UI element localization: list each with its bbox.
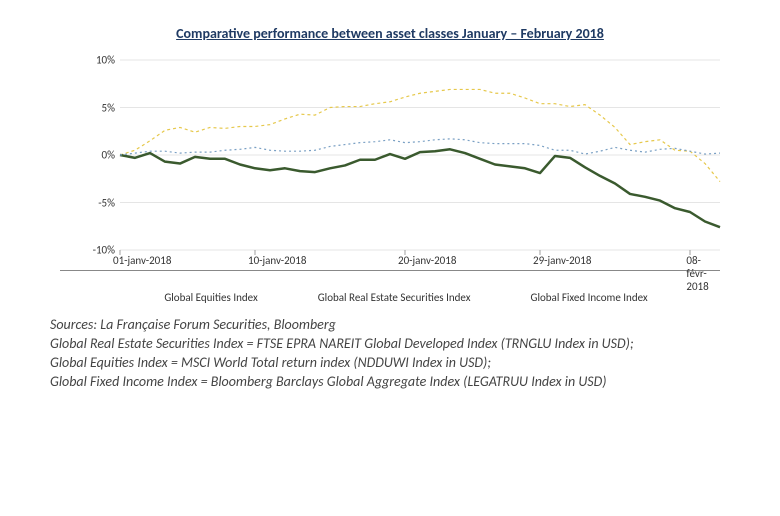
legend-label-equities: Global Equities Index xyxy=(164,291,257,304)
chart-title: Comparative performance between asset cl… xyxy=(50,25,730,42)
x-axis-label: 10-janv-2018 xyxy=(248,254,306,267)
chart-svg xyxy=(120,60,720,250)
legend: Global Equities Index Global Real Estate… xyxy=(60,291,720,304)
chart-region: 10%5%0%-5%-10%01-janv-201810-janv-201820… xyxy=(60,60,720,304)
chart-area: 10%5%0%-5%-10%01-janv-201810-janv-201820… xyxy=(60,60,720,271)
y-axis-label: -10% xyxy=(60,244,115,257)
y-axis-label: -5% xyxy=(60,196,115,209)
plot-area xyxy=(120,60,720,250)
source-line-3: Global Equities Index = MSCI World Total… xyxy=(50,354,730,373)
y-axis-label: 0% xyxy=(60,149,115,162)
legend-item-equities: Global Equities Index xyxy=(132,291,257,304)
y-axis-label: 10% xyxy=(60,54,115,67)
legend-label-fixedincome: Global Fixed Income Index xyxy=(531,291,648,304)
source-line-4: Global Fixed Income Index = Bloomberg Ba… xyxy=(50,373,730,392)
series-line xyxy=(120,149,720,227)
x-axis-label: 01-janv-2018 xyxy=(113,254,171,267)
series-line xyxy=(120,89,720,181)
source-line-1: Sources: La Française Forum Securities, … xyxy=(50,316,730,335)
legend-label-realestate: Global Real Estate Securities Index xyxy=(318,291,471,304)
legend-item-fixedincome: Global Fixed Income Index xyxy=(499,291,648,304)
sources-block: Sources: La Française Forum Securities, … xyxy=(50,316,730,392)
y-axis-label: 5% xyxy=(60,101,115,114)
legend-item-realestate: Global Real Estate Securities Index xyxy=(286,291,471,304)
x-axis-label: 08-févr-2018 xyxy=(686,254,716,293)
x-axis-label: 29-janv-2018 xyxy=(533,254,591,267)
x-axis-label: 20-janv-2018 xyxy=(398,254,456,267)
source-line-2: Global Real Estate Securities Index = FT… xyxy=(50,335,730,354)
